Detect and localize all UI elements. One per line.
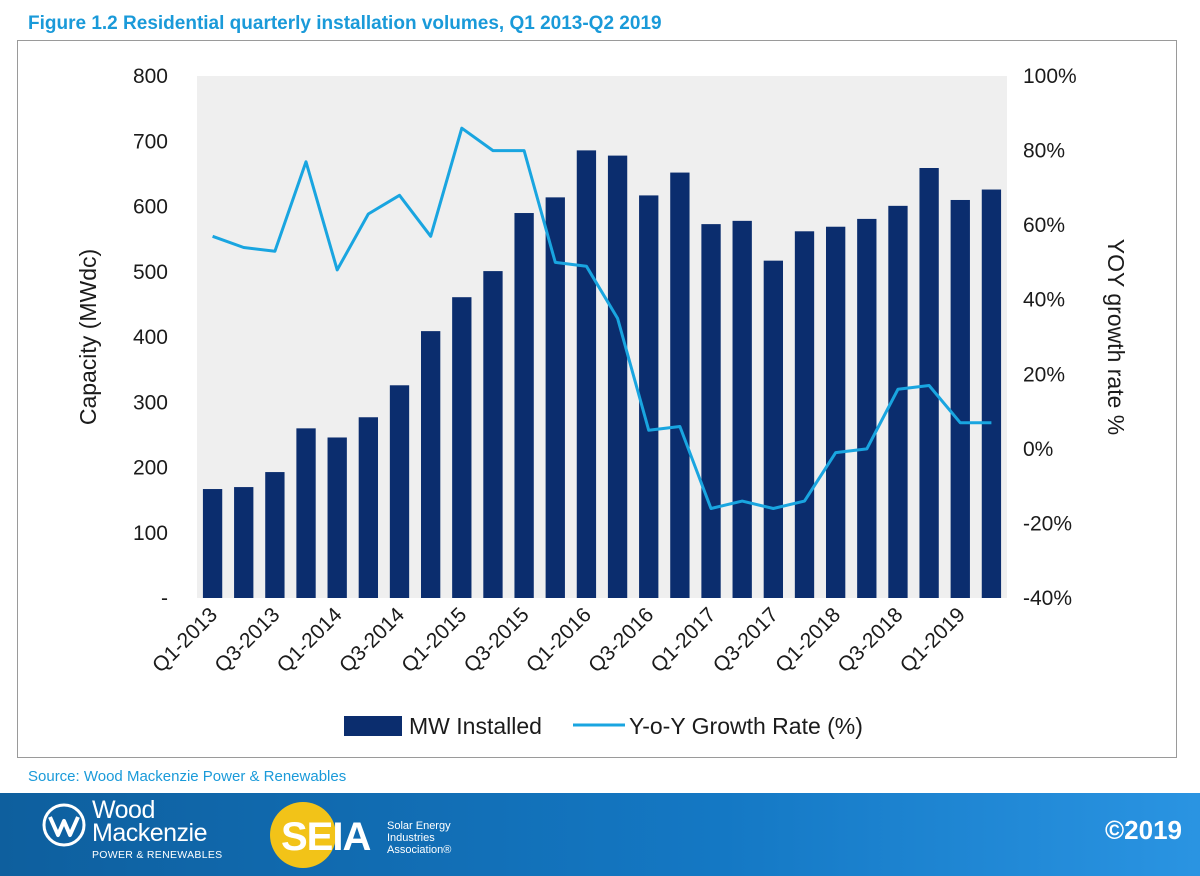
y-left-axis-title: Capacity (MWdc) bbox=[75, 249, 101, 425]
bar bbox=[919, 168, 939, 598]
bar bbox=[545, 197, 565, 599]
bar bbox=[639, 195, 659, 598]
chart: - 100 200 300 400 500 600 700 800 -40% -20% 0% 20% 40… bbox=[75, 65, 1129, 739]
x-tick-label: Q1-2015 bbox=[397, 603, 471, 677]
bar bbox=[327, 437, 347, 598]
bar bbox=[701, 224, 721, 598]
x-tick-label: Q3-2014 bbox=[335, 603, 409, 677]
y-right-tick-label: -40% bbox=[1023, 587, 1072, 610]
bar bbox=[420, 331, 441, 598]
y-right-tick-label: 40% bbox=[1023, 289, 1065, 312]
bar bbox=[234, 487, 254, 598]
bar bbox=[576, 150, 597, 598]
y-right-tick-label: 100% bbox=[1023, 65, 1077, 88]
bar bbox=[514, 213, 534, 598]
y-left-tick-label: 100 bbox=[133, 522, 168, 545]
x-tick-label: Q3-2016 bbox=[584, 603, 658, 677]
y-left-tick-label: 200 bbox=[133, 457, 168, 480]
y-left-tick-label: 700 bbox=[133, 130, 168, 153]
bar bbox=[389, 385, 410, 598]
growth-rate-line bbox=[212, 126, 992, 510]
y-left-tick-label: 800 bbox=[133, 65, 168, 88]
x-tick-label: Q1-2014 bbox=[273, 603, 347, 677]
bar bbox=[825, 226, 846, 599]
x-tick-label: Q1-2016 bbox=[522, 603, 596, 677]
seia-logo: SEIA Solar Energy Industries Association… bbox=[267, 798, 467, 872]
legend-label-line: Y-o-Y Growth Rate (%) bbox=[629, 713, 863, 739]
bar bbox=[763, 260, 784, 598]
x-tick-label: Q3-2017 bbox=[709, 603, 783, 677]
bar bbox=[483, 271, 503, 598]
y-right-axis-title: YOY growth rate % bbox=[1103, 239, 1129, 435]
bar bbox=[732, 220, 752, 599]
seia-mark: SEIA bbox=[281, 815, 370, 859]
bar bbox=[888, 205, 908, 598]
y-right-tick-label: 80% bbox=[1023, 140, 1065, 163]
x-tick-label: Q1-2017 bbox=[647, 603, 721, 677]
bar bbox=[857, 218, 877, 598]
copyright: ©2019 bbox=[1105, 815, 1182, 845]
chart-frame: - 100 200 300 400 500 600 700 800 -40% -20% 0% 20% 40… bbox=[17, 40, 1177, 758]
seia-icon: SEIA bbox=[270, 802, 371, 868]
wood-mackenzie-name: Wood Mackenzie bbox=[92, 796, 208, 847]
bar bbox=[670, 172, 690, 598]
y-right-tick-label: 20% bbox=[1023, 363, 1065, 386]
bar bbox=[794, 231, 815, 599]
x-tick-label: Q1-2018 bbox=[771, 603, 845, 677]
bar bbox=[452, 297, 472, 598]
y-left-tick-label: 500 bbox=[133, 261, 168, 284]
y-right-tick-label: -20% bbox=[1023, 512, 1072, 535]
x-tick-label: Q3-2018 bbox=[833, 603, 907, 677]
source-note: Source: Wood Mackenzie Power & Renewable… bbox=[28, 768, 347, 785]
bar bbox=[607, 155, 628, 598]
seia-tagline: Solar Energy Industries Association® bbox=[387, 820, 452, 856]
x-tick-label: Q1-2019 bbox=[896, 603, 970, 677]
x-tick-label: Q3-2013 bbox=[210, 603, 284, 677]
bar bbox=[296, 428, 316, 598]
bar bbox=[358, 417, 379, 598]
figure-title: Figure 1.2 Residential quarterly install… bbox=[28, 13, 662, 34]
bar bbox=[202, 489, 223, 598]
x-tick-label: Q1-2013 bbox=[148, 603, 222, 677]
footer-banner: Wood Mackenzie POWER & RENEWABLES SEIA S… bbox=[0, 793, 1200, 876]
bar bbox=[950, 199, 970, 598]
y-right-tick-label: 60% bbox=[1023, 214, 1065, 237]
y-left-tick-label: 400 bbox=[133, 326, 168, 349]
legend-label-bar: MW Installed bbox=[409, 713, 542, 739]
bar bbox=[265, 472, 285, 598]
legend-swatch-bar bbox=[344, 716, 402, 736]
bar bbox=[981, 189, 1002, 598]
y-left-tick-label: 600 bbox=[133, 196, 168, 219]
wood-mackenzie-logo: Wood Mackenzie POWER & RENEWABLES bbox=[42, 796, 252, 871]
y-right-tick-label: 0% bbox=[1023, 438, 1053, 461]
y-left-tick-label: 300 bbox=[133, 391, 168, 414]
y-left-tick-label: - bbox=[161, 587, 168, 610]
wood-mackenzie-subtitle: POWER & RENEWABLES bbox=[92, 849, 223, 861]
plot-area bbox=[197, 76, 1007, 598]
wood-mackenzie-icon bbox=[42, 803, 86, 847]
x-tick-label: Q3-2015 bbox=[460, 603, 534, 677]
